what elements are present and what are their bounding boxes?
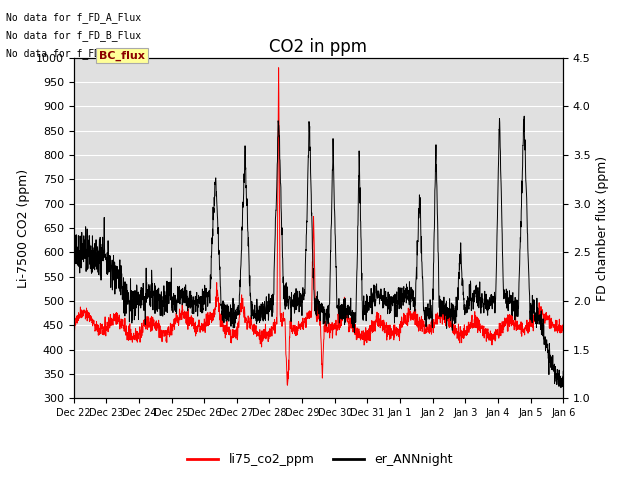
Text: No data for f_FD_C_Flux: No data for f_FD_C_Flux [6,48,141,60]
Text: BC_flux: BC_flux [99,50,145,60]
Y-axis label: FD chamber flux (ppm): FD chamber flux (ppm) [596,156,609,300]
Y-axis label: Li-7500 CO2 (ppm): Li-7500 CO2 (ppm) [17,168,30,288]
Title: CO2 in ppm: CO2 in ppm [269,38,367,56]
Text: No data for f_FD_A_Flux: No data for f_FD_A_Flux [6,12,141,23]
Legend: li75_co2_ppm, er_ANNnight: li75_co2_ppm, er_ANNnight [182,448,458,471]
Text: No data for f_FD_B_Flux: No data for f_FD_B_Flux [6,30,141,41]
